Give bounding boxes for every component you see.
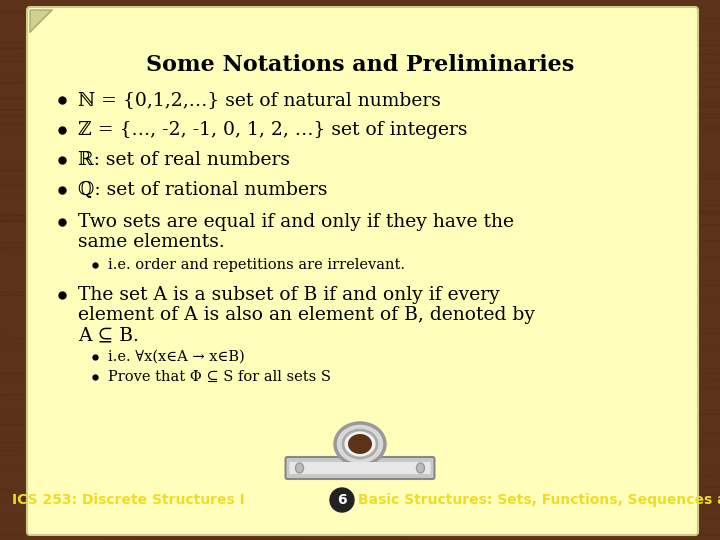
Text: same elements.: same elements.	[78, 233, 225, 251]
Ellipse shape	[335, 423, 385, 465]
Ellipse shape	[295, 463, 304, 473]
Text: ℕ = {0,1,2,…} set of natural numbers: ℕ = {0,1,2,…} set of natural numbers	[78, 91, 441, 109]
Text: i.e. ∀x(x∈A → x∈B): i.e. ∀x(x∈A → x∈B)	[108, 350, 245, 364]
FancyBboxPatch shape	[27, 7, 698, 535]
Text: i.e. order and repetitions are irrelevant.: i.e. order and repetitions are irrelevan…	[108, 258, 405, 272]
FancyBboxPatch shape	[289, 462, 431, 474]
Text: Two sets are equal if and only if they have the: Two sets are equal if and only if they h…	[78, 213, 514, 231]
Circle shape	[330, 488, 354, 512]
Text: Some Notations and Preliminaries: Some Notations and Preliminaries	[146, 54, 574, 76]
Text: ℝ: set of real numbers: ℝ: set of real numbers	[78, 151, 290, 169]
Ellipse shape	[348, 434, 372, 454]
Text: ℚ: set of rational numbers: ℚ: set of rational numbers	[78, 181, 328, 199]
Text: A ⊆ B.: A ⊆ B.	[78, 326, 139, 344]
Ellipse shape	[343, 430, 377, 458]
Ellipse shape	[416, 463, 425, 473]
Text: Prove that Φ ⊆ S for all sets S: Prove that Φ ⊆ S for all sets S	[108, 370, 331, 384]
Text: element of A is also an element of B, denoted by: element of A is also an element of B, de…	[78, 306, 535, 324]
Text: Basic Structures: Sets, Functions, Sequences and Sums: Basic Structures: Sets, Functions, Seque…	[358, 493, 720, 507]
Text: ℤ = {…, -2, -1, 0, 1, 2, …} set of integers: ℤ = {…, -2, -1, 0, 1, 2, …} set of integ…	[78, 121, 467, 139]
Text: 6: 6	[337, 493, 347, 507]
Polygon shape	[30, 10, 52, 32]
Text: The set A is a subset of B if and only if every: The set A is a subset of B if and only i…	[78, 286, 500, 304]
Text: ICS 253: Discrete Structures I: ICS 253: Discrete Structures I	[12, 493, 245, 507]
FancyBboxPatch shape	[286, 457, 434, 479]
